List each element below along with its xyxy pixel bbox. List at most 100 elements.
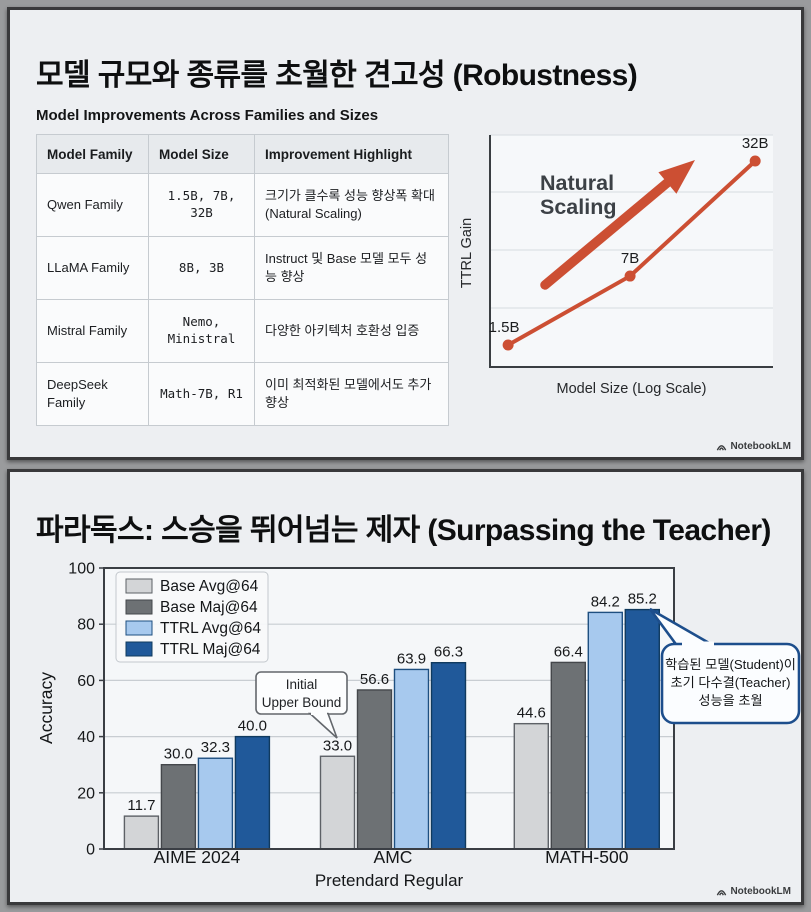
notebooklm-logo-icon (717, 890, 727, 896)
initial-upper-bound-callout: Initial Upper Bound (255, 671, 348, 739)
legend-box (115, 571, 269, 663)
family-cell: LLaMA Family (36, 236, 149, 300)
bar-value-label: 30.0 (164, 746, 193, 763)
bar-value-label: 40.0 (238, 718, 267, 735)
legend-label: Base Maj@64 (160, 599, 258, 616)
table-row: Qwen Family 1.5B, 7B, 32B 크기가 클수록 성능 향상폭 확… (36, 173, 449, 237)
bar (319, 755, 356, 850)
y-tick-label: 60 (77, 673, 95, 690)
axes (489, 135, 773, 368)
notebooklm-logo-icon (717, 445, 727, 451)
slide2-title: 파라독스: 스승을 뛰어넘는 제자 (Surpassing the Teache… (36, 514, 771, 548)
data-point-label: 7B (621, 250, 639, 267)
table-header-cell: Improvement Highlight (254, 134, 449, 174)
family-cell: DeepSeek Family (36, 362, 149, 426)
bar (234, 735, 271, 850)
category-label: AIME 2024 (154, 847, 241, 867)
bar-value-label: 85.2 (628, 591, 657, 608)
y-tick-label: 100 (68, 561, 95, 578)
y-tick-label: 40 (77, 729, 95, 746)
y-axis-label: Accuracy (36, 672, 56, 744)
highlight-cell: 크기가 클수록 성능 향상폭 확대 (Natural Scaling) (254, 173, 449, 237)
legend-label: Base Avg@64 (160, 578, 259, 595)
legend-label: TTRL Maj@64 (160, 641, 261, 658)
surpass-teacher-bubble: 학습된 모델(Student)이초기 다수결(Teacher) 성능을 초월 (648, 607, 801, 725)
notebooklm-badge-label: NotebookLM (730, 441, 791, 452)
notebooklm-badge-label: NotebookLM (730, 886, 791, 897)
x-axis-label: Model Size (Log Scale) (557, 381, 707, 397)
data-point (749, 155, 761, 167)
legend-swatch (125, 641, 153, 657)
slide1-title: 모델 규모와 종류를 초월한 견고성 (Robustness) (36, 59, 638, 93)
size-cell: Nemo, Ministral (148, 299, 255, 363)
bar (393, 668, 430, 850)
slide-robustness: 모델 규모와 종류를 초월한 견고성 (Robustness) Model Im… (7, 7, 804, 460)
highlight-cell: 이미 최적화된 모델에서도 추가 향상 (254, 362, 449, 426)
table-header-cell: Model Size (148, 134, 255, 174)
bar-value-label: 44.6 (517, 705, 546, 722)
bar-value-label: 66.4 (554, 643, 583, 660)
category-label: MATH-500 (545, 847, 629, 867)
bubble-text: 초기 다수결(Teacher) (670, 675, 790, 690)
y-tick-label: 80 (77, 617, 95, 634)
natural-scaling-label: Natural (540, 171, 614, 195)
bubble-text: 학습된 모델(Student)이 (665, 657, 796, 672)
table-row: DeepSeek Family Math-7B, R1 이미 최적화된 모델에서도 … (36, 362, 449, 426)
data-point-label: 1.5B (489, 319, 520, 336)
natural-scaling-label: Scaling (540, 195, 616, 219)
bar (550, 661, 586, 850)
slide-surpassing-teacher: 파라독스: 스승을 뛰어넘는 제자 (Surpassing the Teache… (7, 469, 804, 905)
family-cell: Qwen Family (36, 173, 149, 237)
model-improvements-table: Model Family Model Size Improvement Highli… (36, 134, 449, 426)
y-tick-label: 20 (77, 785, 95, 802)
bar (197, 757, 234, 850)
highlight-cell: Instruct 및 Base 모델 모두 성능 향상 (254, 236, 449, 300)
bubble-text: 성능을 초월 (698, 693, 762, 708)
scaling-arrow-head (658, 160, 695, 194)
table-header-row: Model Family Model Size Improvement Highli… (36, 134, 449, 174)
bar-value-label: 84.2 (591, 593, 620, 610)
bubble-box (660, 642, 801, 725)
bar (123, 815, 160, 850)
bar-value-label: 63.9 (397, 650, 426, 667)
table-body: Qwen Family 1.5B, 7B, 32B 크기가 클수록 성능 향상폭 확… (36, 173, 449, 426)
data-point (502, 339, 514, 351)
notebooklm-badge: NotebookLM (716, 886, 791, 897)
bar-value-label: 66.3 (434, 644, 463, 661)
callout-seam (311, 711, 327, 715)
notebooklm-badge: NotebookLM (716, 441, 791, 452)
x-axis-label: Pretendard Regular (315, 871, 464, 890)
callout-text: Upper Bound (262, 695, 342, 710)
bar-value-label: 32.3 (201, 739, 230, 756)
bar (513, 722, 549, 850)
table-header-cell: Model Family (36, 134, 149, 174)
y-tick-label: 0 (86, 842, 95, 859)
category-label: AMC (374, 847, 413, 867)
accuracy-bar-chart: 11.7 33.0 44.6 30.0 56.6 66.4 32.3 63.9 84.2 40.0… (36, 561, 801, 890)
legend-label: TTRL Avg@64 (160, 620, 261, 637)
size-cell: Math-7B, R1 (148, 362, 255, 426)
table-row: Mistral Family Nemo, Ministral 다양한 아키텍처 호환… (36, 299, 449, 363)
data-point-label: 32B (742, 135, 769, 152)
size-cell: 1.5B, 7B, 32B (148, 173, 255, 237)
legend: Base Avg@64 Base Maj@64 TTRL Avg@64 TTRL Ma… (115, 571, 269, 663)
callout-text: Initial (286, 677, 318, 692)
size-cell: 8B, 3B (148, 236, 255, 300)
bar-value-label: 33.0 (323, 737, 352, 754)
scaling-arrow-shaft (540, 178, 672, 290)
family-cell: Mistral Family (36, 299, 149, 363)
legend-swatch (125, 599, 153, 615)
table-head: Model Family Model Size Improvement Highli… (36, 134, 449, 174)
bar-value-label: 11.7 (127, 797, 155, 814)
y-axis-label: TTRL Gain (459, 218, 475, 288)
legend-swatch (125, 578, 153, 594)
table-title: Model Improvements Across Families and S… (36, 107, 379, 124)
data-point (624, 270, 636, 282)
callout-box (255, 671, 348, 715)
bar (430, 661, 467, 850)
bar (587, 611, 623, 850)
bar (356, 689, 393, 850)
bar (624, 608, 660, 850)
